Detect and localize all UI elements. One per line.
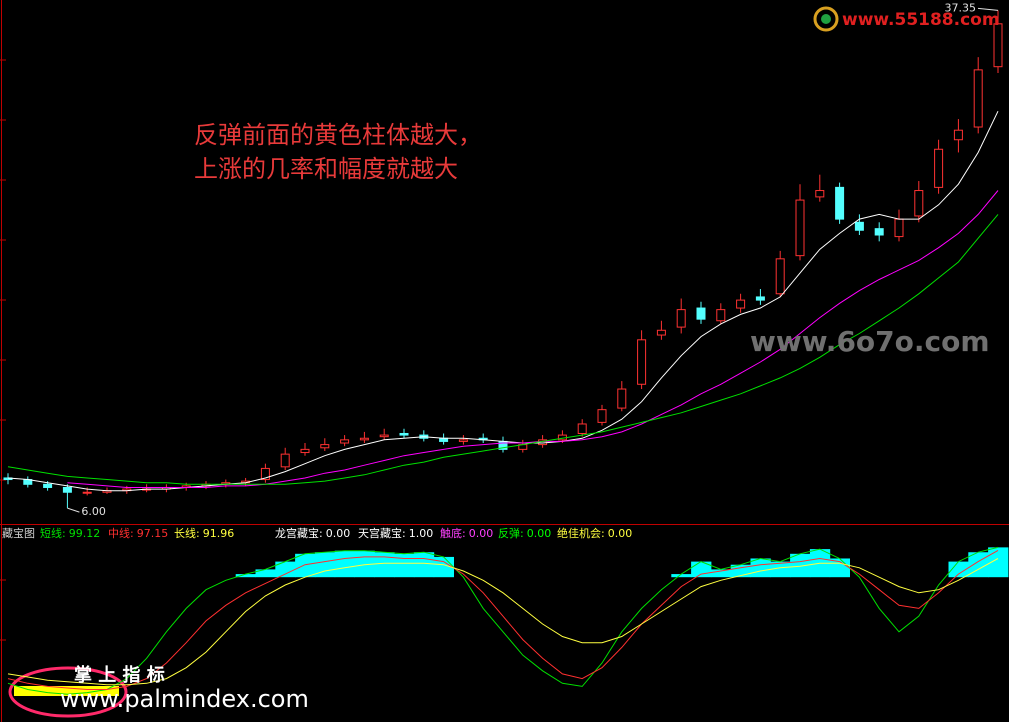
candle-body	[914, 190, 924, 217]
candle-body	[934, 148, 944, 188]
signal-bar	[314, 552, 336, 578]
readout-value: 0.00	[608, 527, 633, 540]
signal-bar	[671, 574, 692, 578]
candle-body	[260, 467, 270, 481]
extreme-label: 37.35	[945, 1, 977, 14]
candle-body	[43, 483, 53, 488]
readout-name: 龙宫藏宝:	[275, 526, 323, 540]
indicator-line	[7, 546, 999, 695]
candle-body	[458, 439, 468, 442]
readout-name: 触底:	[440, 526, 466, 540]
signal-bar	[334, 550, 355, 578]
candle-body	[854, 221, 864, 231]
readout-value: 91.96	[203, 527, 235, 540]
readout-value: 0.00	[469, 527, 494, 540]
watermark: www.55188.com	[842, 10, 1000, 30]
readout-name: 天宫藏宝:	[358, 526, 406, 540]
ma-line	[67, 190, 999, 488]
extreme-label: 6.00	[81, 505, 106, 518]
candle-body	[379, 434, 389, 438]
candle-body	[656, 329, 666, 336]
readout-name: 反弹:	[498, 526, 524, 540]
yellow-bar	[14, 686, 119, 696]
candle-body	[359, 437, 369, 441]
signal-bar	[394, 553, 415, 578]
signal-bar	[255, 569, 276, 578]
watermark: www.palmindex.com	[60, 685, 309, 713]
readout-value: 1.00	[409, 527, 434, 540]
readout-value: 0.00	[326, 527, 351, 540]
candle-body	[82, 491, 92, 494]
candle-body	[597, 409, 607, 423]
logo	[813, 6, 839, 32]
logo	[821, 14, 831, 24]
signal-bar	[750, 558, 771, 578]
signal-bar	[988, 547, 1009, 578]
readout-value: 0.00	[527, 527, 552, 540]
candle-body	[874, 228, 884, 236]
extreme-arrow	[977, 7, 999, 11]
signal-bar	[374, 552, 395, 578]
signal-bar	[275, 561, 296, 578]
candle-body	[953, 129, 963, 141]
candle-body	[340, 439, 350, 444]
candle-body	[973, 69, 983, 128]
readout-value: 97.15	[137, 527, 169, 540]
signal-bar	[710, 569, 732, 578]
highlight-ellipse	[8, 666, 128, 718]
indicator-line	[7, 549, 999, 690]
readout-name: 长线:	[174, 526, 200, 540]
candle-body	[815, 190, 825, 198]
candle-body	[894, 218, 904, 238]
signal-bar	[295, 553, 316, 578]
readout-name: 中线:	[108, 526, 134, 540]
watermark: www.6o7o.com	[750, 325, 990, 358]
ma-line	[7, 110, 999, 492]
signal-bar	[948, 561, 969, 578]
candle-body	[577, 423, 587, 434]
signal-bar	[790, 553, 811, 578]
candle-body	[775, 258, 785, 295]
indicator-line	[7, 558, 999, 686]
candle-body	[280, 453, 290, 468]
candle-body	[617, 388, 627, 409]
candle-body	[736, 299, 746, 309]
readout-name: 绝佳机会:	[557, 526, 605, 540]
candle-body	[716, 309, 726, 322]
candle-body	[300, 448, 310, 454]
candle-body	[835, 186, 845, 220]
candle-body	[696, 307, 706, 320]
candle-body	[320, 444, 330, 449]
candle-body	[62, 486, 72, 493]
readout-name: 短线:	[40, 526, 66, 540]
annotation-text: 反弹前面的黄色柱体越大，	[194, 121, 482, 149]
annotation-text: 上涨的几率和幅度就越大	[194, 155, 458, 183]
candle-body	[993, 23, 1003, 68]
candle-body	[637, 339, 647, 385]
ma-line	[7, 214, 999, 485]
candle-body	[755, 296, 765, 301]
candle-body	[399, 432, 409, 436]
extreme-arrow	[67, 507, 80, 513]
readout-value: 99.12	[69, 527, 101, 540]
watermark: 掌 上 指 标	[74, 664, 165, 686]
signal-bar	[235, 574, 256, 578]
candle-body	[795, 199, 805, 257]
signal-bar	[770, 561, 791, 578]
indicator-title: 藏宝图	[2, 526, 35, 540]
candle-body	[676, 309, 686, 328]
signal-bar	[413, 552, 435, 578]
signal-bar	[691, 561, 712, 578]
